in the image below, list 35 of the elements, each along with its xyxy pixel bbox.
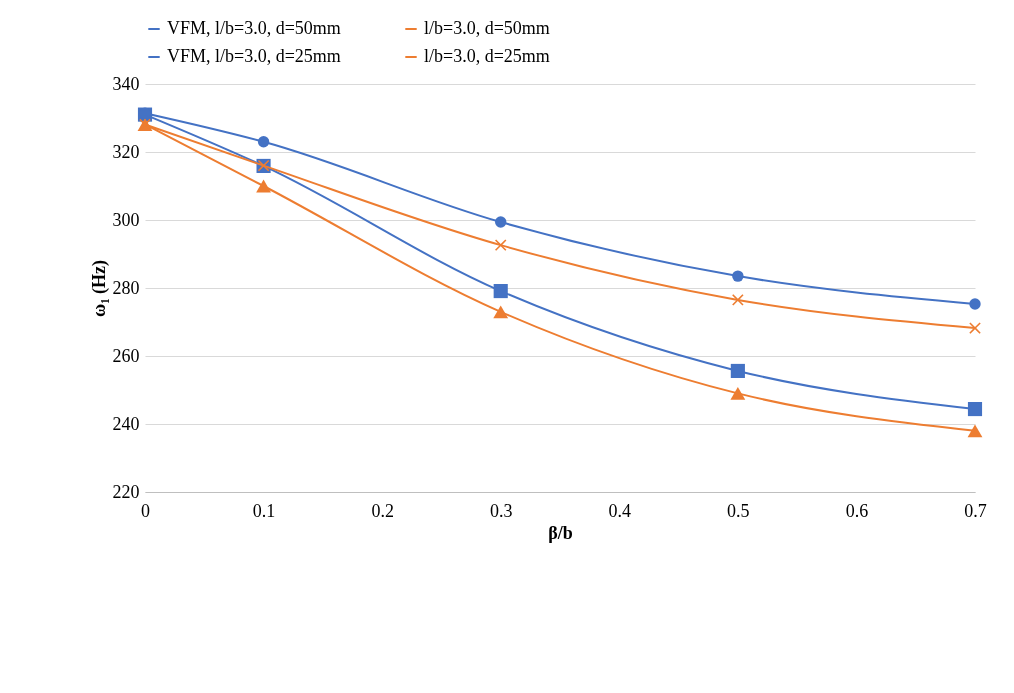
y-tick-label: 340 — [112, 73, 140, 94]
point — [732, 294, 744, 306]
y-tick-label: 320 — [112, 141, 140, 162]
point — [493, 283, 508, 299]
point — [493, 305, 509, 319]
x-tick-label: 0.1 — [252, 500, 276, 521]
y-tick-label: 240 — [112, 413, 140, 434]
point — [730, 363, 745, 379]
point — [969, 298, 981, 310]
x-tick-label: 0.4 — [608, 500, 632, 521]
point — [969, 322, 981, 334]
y-tick-label: 300 — [112, 209, 140, 230]
x-tick-label: 0.7 — [964, 500, 987, 521]
x-axis-title: β/b — [548, 522, 573, 543]
x-tick-label: 0.6 — [845, 500, 869, 521]
legend-label: l/b=3.0, d=50mm — [424, 18, 550, 38]
y-axis-title: ω₁ (Hz) — [88, 259, 110, 318]
point — [495, 239, 507, 251]
x-tick-label: 0 — [141, 500, 150, 521]
point — [256, 179, 271, 193]
x-tick-label: 0.3 — [489, 500, 513, 521]
point — [495, 216, 507, 228]
point — [730, 386, 746, 400]
y-tick-label: 260 — [112, 345, 140, 366]
legend-label: VFM, l/b=3.0, d=50mm — [167, 18, 341, 38]
point — [967, 424, 983, 438]
point — [732, 270, 744, 282]
legend-label: l/b=3.0, d=25mm — [424, 46, 550, 66]
y-tick-label: 280 — [112, 277, 140, 298]
legend-label: VFM, l/b=3.0, d=25mm — [167, 46, 341, 66]
point — [967, 401, 983, 417]
y-tick-label: 220 — [112, 481, 140, 502]
point — [257, 136, 270, 148]
x-tick-label: 0.5 — [727, 500, 750, 521]
x-tick-label: 0.2 — [371, 500, 394, 521]
